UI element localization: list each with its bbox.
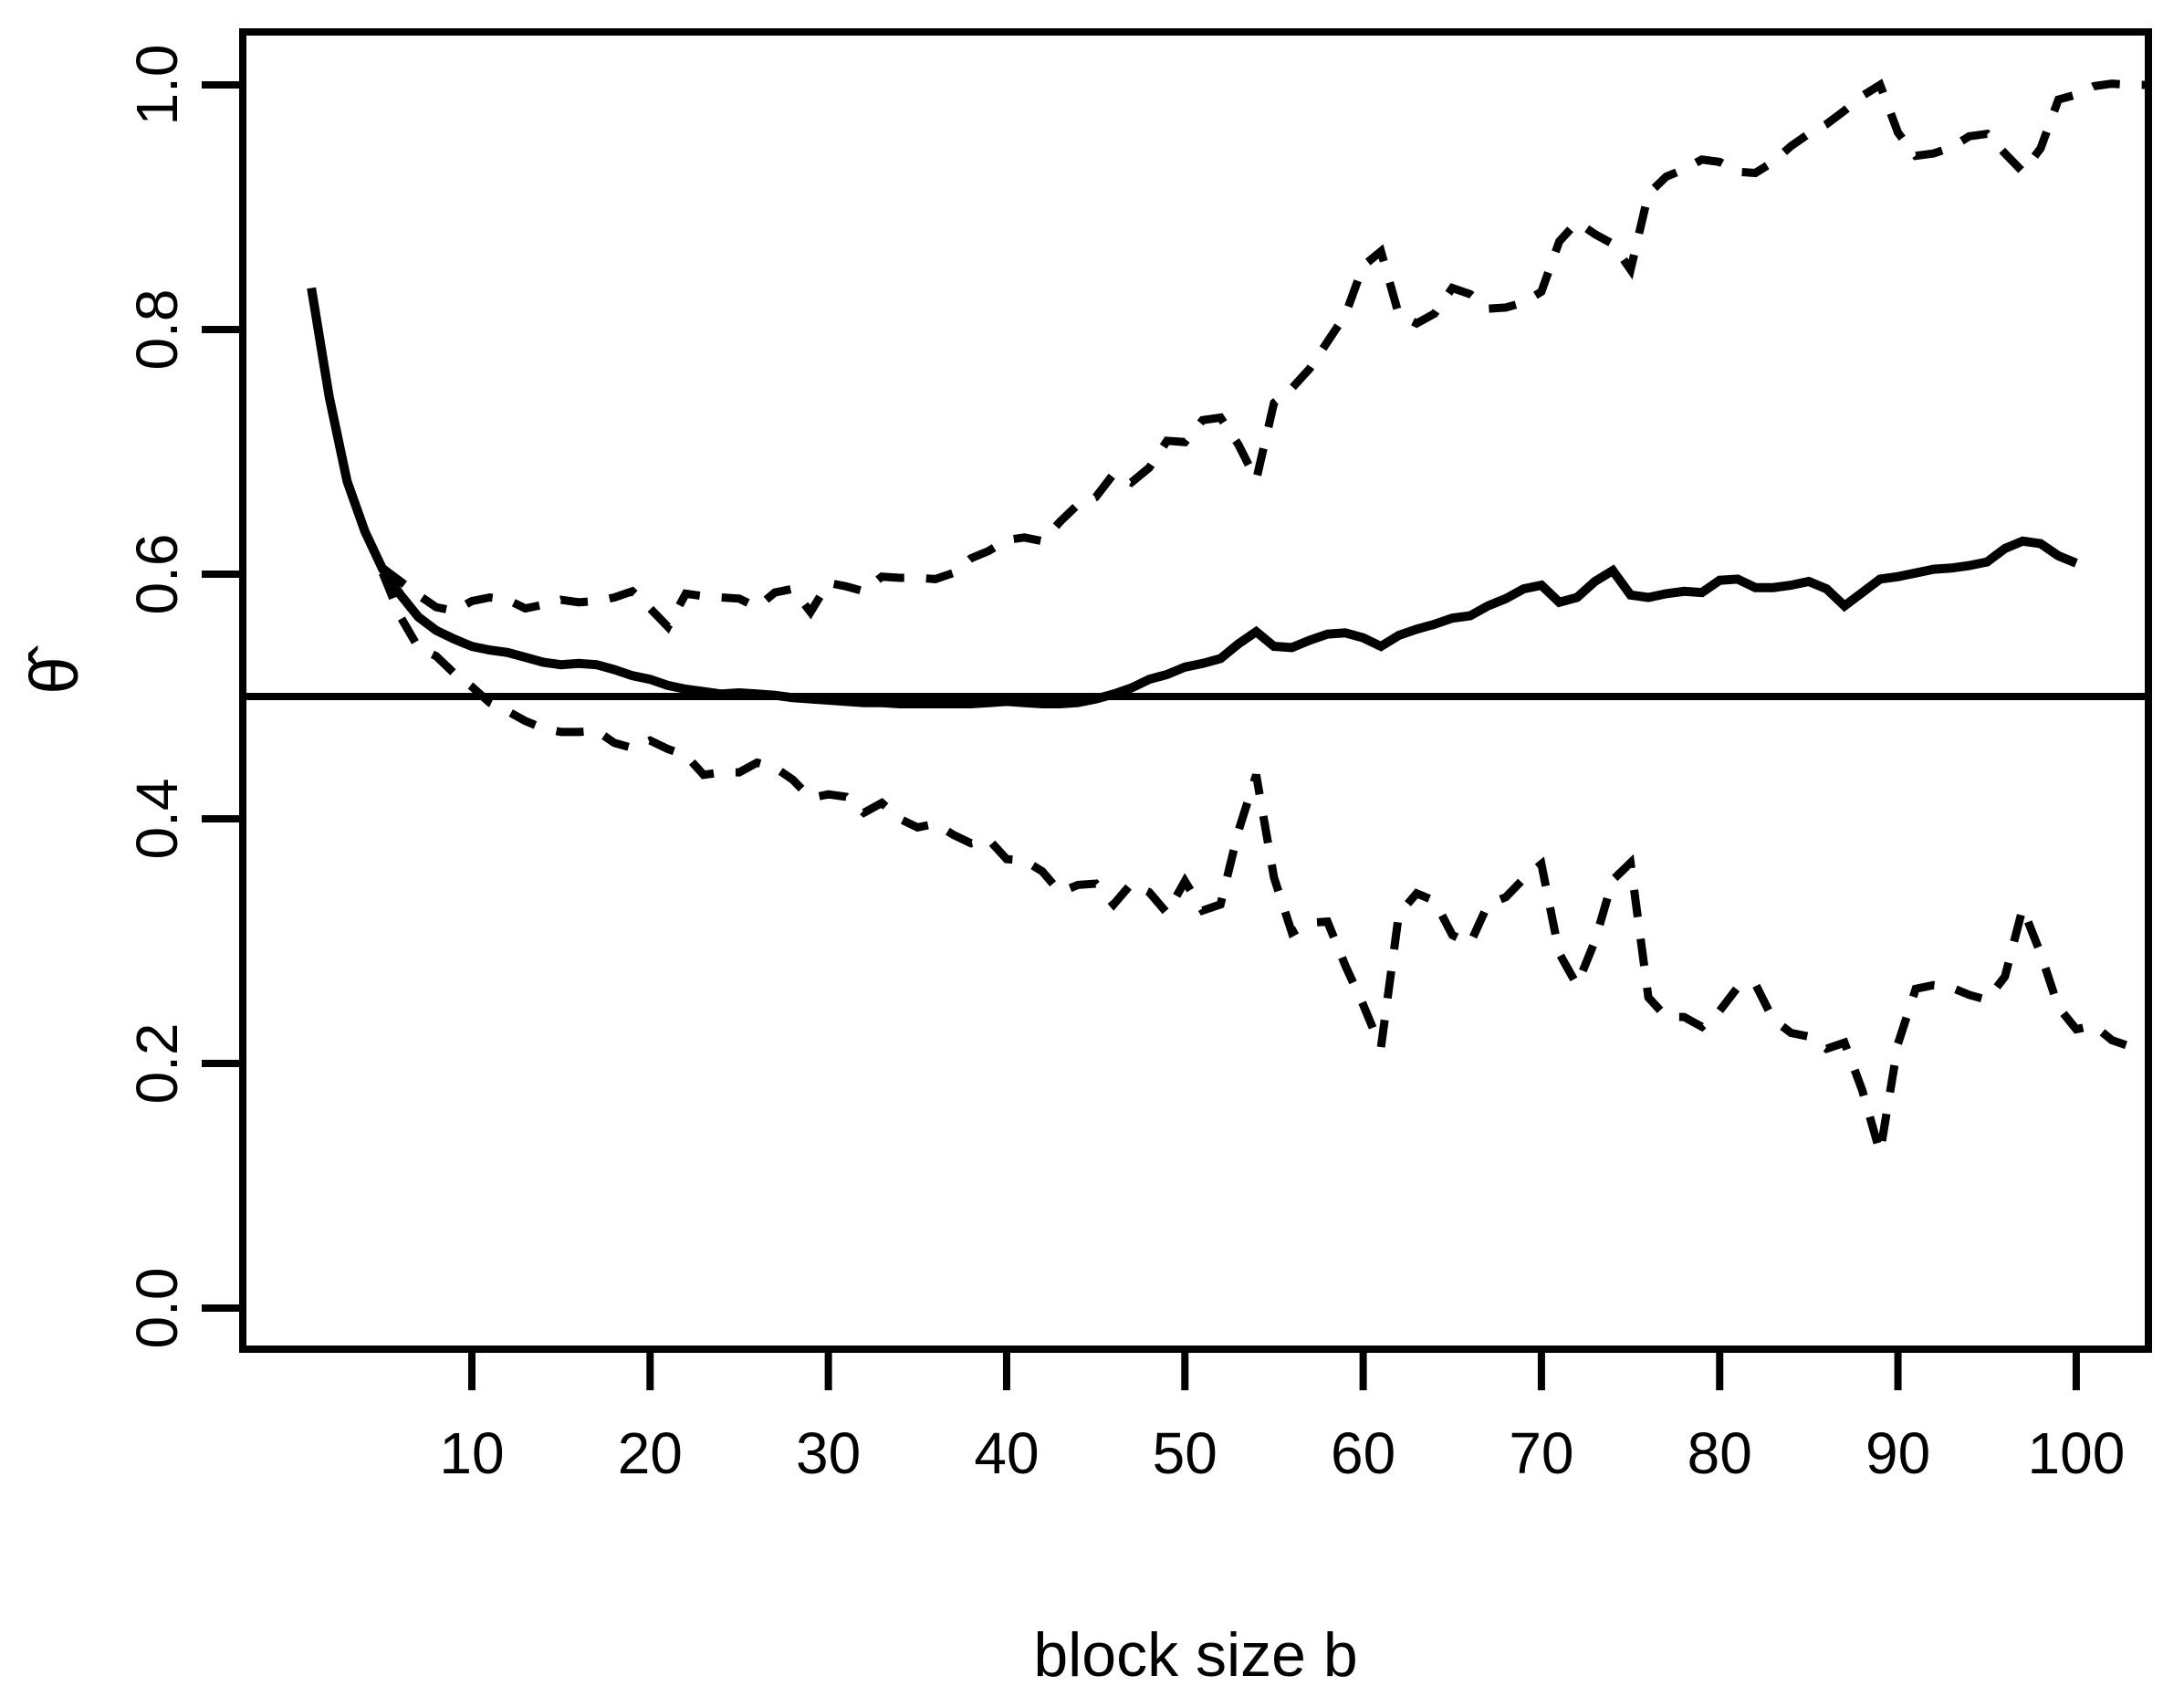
y-tick-label: 0.0 — [124, 1267, 190, 1349]
theta-hat-estimate-curve — [307, 287, 2078, 708]
lower-confidence-band-curve — [379, 571, 2149, 1155]
x-tick-label: 80 — [1687, 1420, 1752, 1486]
x-tick-label: 10 — [439, 1420, 505, 1486]
x-tick-label: 50 — [1152, 1420, 1217, 1486]
upper-confidence-band-curve — [380, 79, 2147, 634]
x-tick-label: 100 — [2027, 1420, 2126, 1486]
x-tick-label: 30 — [796, 1420, 862, 1486]
y-tick-label: 0.2 — [124, 1022, 190, 1105]
x-tick-label: 60 — [1331, 1420, 1396, 1486]
y-tick-label: 0.8 — [124, 288, 190, 371]
y-axis-label: θ̂ — [16, 656, 92, 695]
x-axis-label: block size b — [1033, 1620, 1358, 1690]
plot-border — [239, 28, 2152, 1353]
x-tick-label: 90 — [1865, 1420, 1931, 1486]
x-tick-label: 40 — [974, 1420, 1040, 1486]
y-tick-label: 1.0 — [124, 44, 190, 126]
x-tick-label: 20 — [617, 1420, 683, 1486]
y-tick-label: 0.4 — [124, 778, 190, 860]
y-tick-label: 0.6 — [124, 533, 190, 615]
x-tick-label: 70 — [1509, 1420, 1574, 1486]
